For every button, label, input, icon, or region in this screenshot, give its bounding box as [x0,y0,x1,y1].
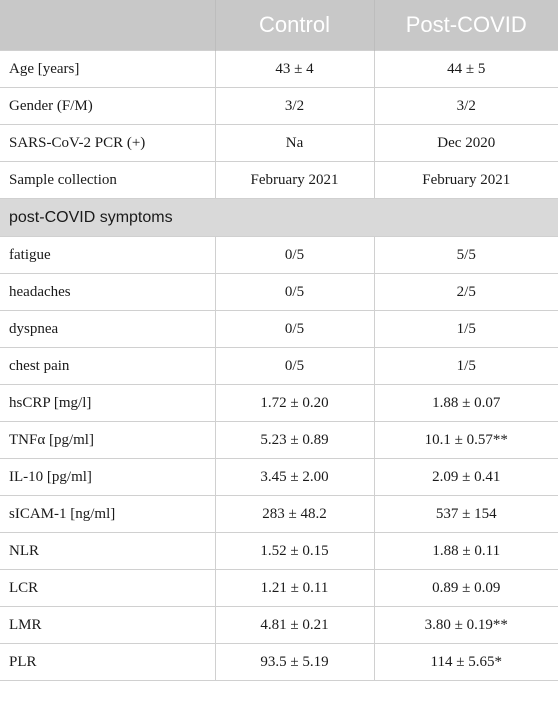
control-value: 1.52 ± 0.15 [214,532,374,570]
post-covid-value: Dec 2020 [373,124,558,162]
header-row: Control Post-COVID [0,0,558,51]
row-label: LMR [0,606,215,644]
table-row: LCR 1.21 ± 0.11 0.89 ± 0.09 [0,569,558,607]
post-covid-value: 114 ± 5.65* [373,643,558,681]
control-value: 1.21 ± 0.11 [214,569,374,607]
row-label: LCR [0,569,215,607]
table-row: Gender (F/M) 3/2 3/2 [0,87,558,125]
table-row: sICAM-1 [ng/ml] 283 ± 48.2 537 ± 154 [0,495,558,533]
table-row: IL-10 [pg/ml] 3.45 ± 2.00 2.09 ± 0.41 [0,458,558,496]
control-value: February 2021 [214,161,374,199]
post-covid-value: 1.88 ± 0.07 [373,384,558,422]
row-label: PLR [0,643,215,681]
table-row: SARS-CoV-2 PCR (+) Na Dec 2020 [0,124,558,162]
row-label: TNFα [pg/ml] [0,421,215,459]
row-label: fatigue [0,236,215,274]
row-label: dyspnea [0,310,215,348]
control-value: 0/5 [214,236,374,274]
row-label: NLR [0,532,215,570]
control-value: 43 ± 4 [214,50,374,88]
characteristics-table: Control Post-COVID Age [years] 43 ± 4 44… [0,0,558,681]
post-covid-value: 44 ± 5 [373,50,558,88]
section-title: post-COVID symptoms [0,198,558,237]
post-covid-value: 10.1 ± 0.57** [373,421,558,459]
header-post-covid: Post-COVID [373,0,558,51]
post-covid-value: 5/5 [373,236,558,274]
control-value: 3/2 [214,87,374,125]
post-covid-value: February 2021 [373,161,558,199]
control-value: 0/5 [214,347,374,385]
table-row: PLR 93.5 ± 5.19 114 ± 5.65* [0,643,558,681]
control-value: 5.23 ± 0.89 [214,421,374,459]
row-label: Age [years] [0,50,215,88]
control-value: 3.45 ± 2.00 [214,458,374,496]
control-value: 1.72 ± 0.20 [214,384,374,422]
section-header-row: post-COVID symptoms [0,198,558,237]
control-value: 0/5 [214,273,374,311]
row-label: chest pain [0,347,215,385]
row-label: sICAM-1 [ng/ml] [0,495,215,533]
post-covid-value: 1/5 [373,310,558,348]
table-row: fatigue 0/5 5/5 [0,236,558,274]
table-row: dyspnea 0/5 1/5 [0,310,558,348]
header-empty [0,0,215,51]
table-row: chest pain 0/5 1/5 [0,347,558,385]
post-covid-value: 2.09 ± 0.41 [373,458,558,496]
table-row: LMR 4.81 ± 0.21 3.80 ± 0.19** [0,606,558,644]
table-row: NLR 1.52 ± 0.15 1.88 ± 0.11 [0,532,558,570]
table-row: Sample collection February 2021 February… [0,161,558,199]
table-row: headaches 0/5 2/5 [0,273,558,311]
post-covid-value: 1.88 ± 0.11 [373,532,558,570]
row-label: IL-10 [pg/ml] [0,458,215,496]
header-control: Control [214,0,374,51]
post-covid-value: 1/5 [373,347,558,385]
post-covid-value: 3/2 [373,87,558,125]
table-row: Age [years] 43 ± 4 44 ± 5 [0,50,558,88]
post-covid-value: 537 ± 154 [373,495,558,533]
row-label: Gender (F/M) [0,87,215,125]
table-row: hsCRP [mg/l] 1.72 ± 0.20 1.88 ± 0.07 [0,384,558,422]
control-value: Na [214,124,374,162]
row-label: Sample collection [0,161,215,199]
row-label: hsCRP [mg/l] [0,384,215,422]
control-value: 283 ± 48.2 [214,495,374,533]
control-value: 0/5 [214,310,374,348]
post-covid-value: 2/5 [373,273,558,311]
row-label: SARS-CoV-2 PCR (+) [0,124,215,162]
control-value: 4.81 ± 0.21 [214,606,374,644]
row-label: headaches [0,273,215,311]
post-covid-value: 3.80 ± 0.19** [373,606,558,644]
control-value: 93.5 ± 5.19 [214,643,374,681]
table-row: TNFα [pg/ml] 5.23 ± 0.89 10.1 ± 0.57** [0,421,558,459]
post-covid-value: 0.89 ± 0.09 [373,569,558,607]
